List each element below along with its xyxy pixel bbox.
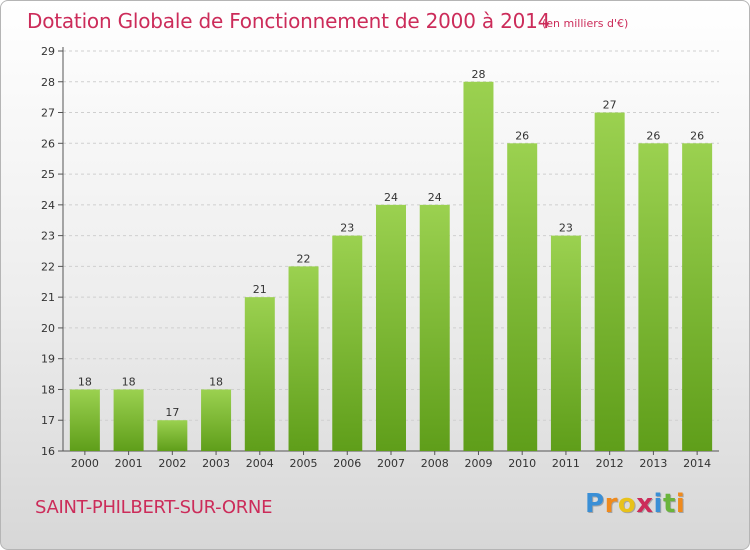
- data-label: 21: [253, 283, 267, 296]
- logo-letter: t: [662, 489, 676, 519]
- y-tick-label: 26: [41, 137, 55, 150]
- y-tick-label: 28: [41, 76, 55, 89]
- bar-2013: [638, 143, 669, 452]
- x-tick-label: 2011: [552, 457, 580, 470]
- bar-2004: [244, 297, 275, 451]
- bar-2006: [332, 235, 363, 451]
- logo-letter: P: [585, 489, 605, 519]
- x-tick-label: 2004: [246, 457, 274, 470]
- bar-2000: [69, 389, 100, 451]
- logo-letter: r: [604, 489, 618, 519]
- x-tick-label: 2010: [508, 457, 536, 470]
- data-label: 26: [646, 129, 660, 142]
- x-tick-label: 2013: [639, 457, 667, 470]
- data-label: 24: [428, 191, 442, 204]
- bar-2012: [594, 112, 625, 452]
- data-label: 26: [515, 129, 529, 142]
- data-label: 18: [122, 375, 136, 388]
- x-tick-label: 2007: [377, 457, 405, 470]
- data-label: 22: [297, 252, 311, 265]
- data-label: 26: [690, 129, 704, 142]
- y-tick-label: 24: [41, 199, 55, 212]
- x-tick-label: 2008: [421, 457, 449, 470]
- data-label: 18: [78, 375, 92, 388]
- labels: 2000 18 2001 18 2002 17 2003 18 2004 21 2005 22 2006…: [71, 68, 711, 470]
- x-tick-label: 2012: [596, 457, 624, 470]
- y-tick-label: 25: [41, 168, 55, 181]
- chart-title: Dotation Globale de Fonctionnement de 20…: [27, 9, 551, 33]
- bar-2014: [682, 143, 713, 452]
- bar-2005: [288, 266, 319, 451]
- bar-2002: [157, 420, 188, 451]
- y-tick-label: 16: [41, 445, 55, 458]
- bar-2003: [201, 389, 232, 451]
- y-tick-label: 23: [41, 230, 55, 243]
- chart-subtitle: (en milliers d'€): [542, 17, 629, 30]
- x-tick-label: 2002: [158, 457, 186, 470]
- bar-2007: [376, 204, 406, 451]
- logo-letter: x: [636, 489, 654, 519]
- commune-name: SAINT-PHILBERT-SUR-ORNE: [35, 497, 273, 518]
- y-tick-label: 19: [41, 353, 55, 366]
- y-tick-label: 22: [41, 260, 55, 273]
- x-tick-label: 2005: [290, 457, 318, 470]
- bars: [69, 81, 713, 452]
- x-tick-label: 2014: [683, 457, 711, 470]
- y-tick-label: 27: [41, 107, 55, 120]
- logo-letter: i: [653, 489, 663, 519]
- data-label: 27: [603, 99, 617, 112]
- data-label: 24: [384, 191, 398, 204]
- y-tick-label: 20: [41, 322, 55, 335]
- data-label: 17: [165, 406, 179, 419]
- bar-2008: [419, 204, 450, 451]
- data-label: 18: [209, 375, 223, 388]
- y-tick-label: 17: [41, 414, 55, 427]
- proxiti-logo: Proxiti: [585, 489, 685, 519]
- logo-letter: o: [617, 489, 637, 519]
- data-label: 28: [471, 68, 485, 81]
- x-tick-label: 2009: [464, 457, 492, 470]
- data-label: 23: [340, 222, 354, 235]
- bar-2001: [113, 389, 144, 451]
- x-tick-label: 2000: [71, 457, 99, 470]
- x-tick-label: 2003: [202, 457, 230, 470]
- y-tick-label: 29: [41, 45, 55, 58]
- x-tick-label: 2006: [333, 457, 361, 470]
- bar-2009: [463, 81, 494, 452]
- bar-2011: [550, 235, 581, 451]
- data-label: 23: [559, 222, 573, 235]
- x-tick-label: 2001: [115, 457, 143, 470]
- y-tick-label: 18: [41, 383, 55, 396]
- logo-letter: i: [675, 489, 686, 519]
- y-tick-label: 21: [41, 291, 55, 304]
- bar-2010: [507, 143, 538, 452]
